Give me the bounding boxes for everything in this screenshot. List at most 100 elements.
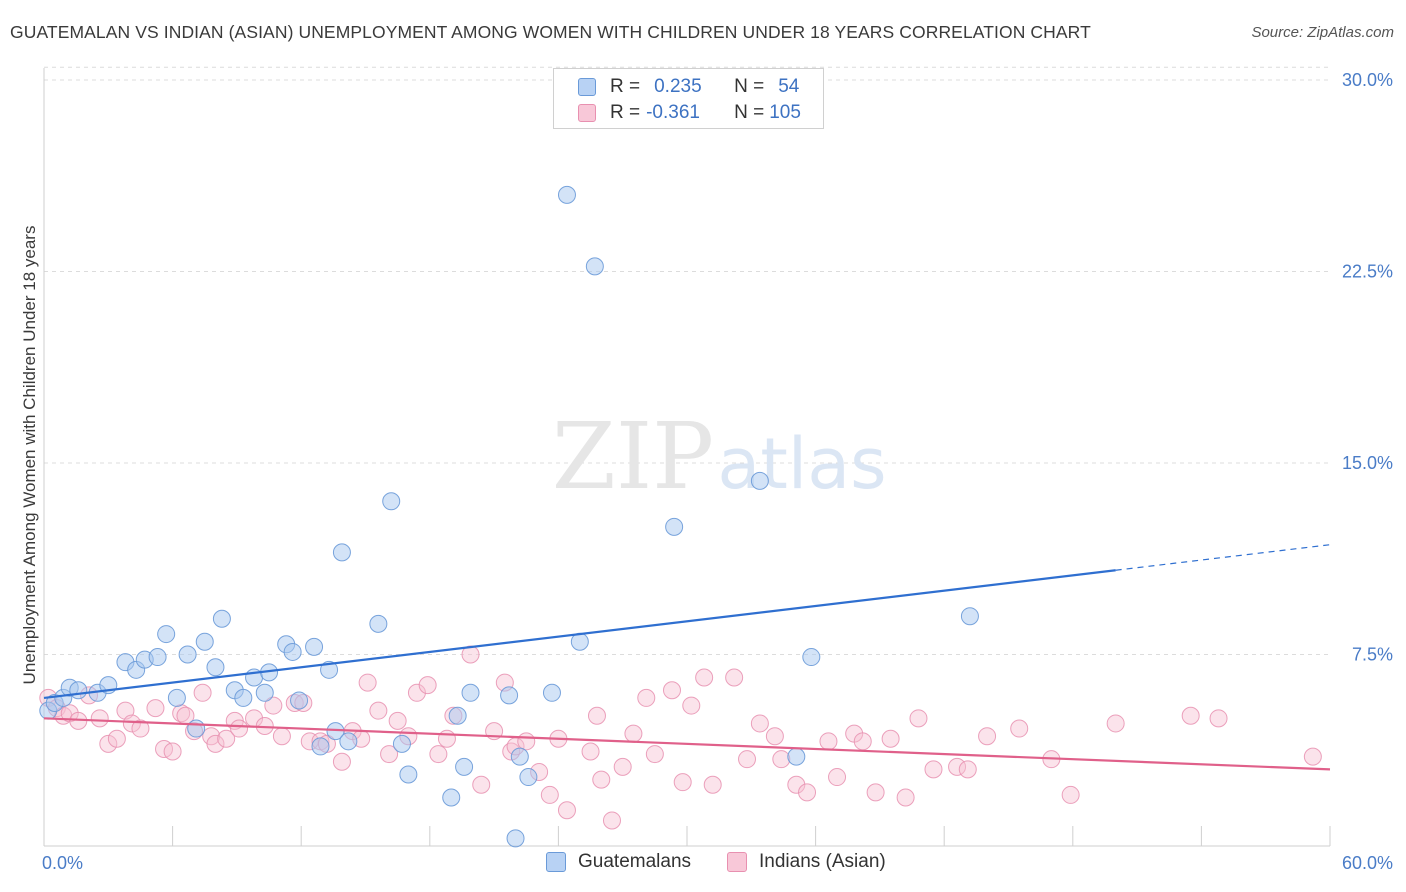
point-indians	[592, 770, 611, 789]
point-guatemalans	[510, 747, 529, 766]
y-tick-label: 15.0%	[1342, 453, 1393, 473]
point-indians	[765, 727, 784, 746]
point-indians	[772, 750, 791, 769]
chart-title: GUATEMALAN VS INDIAN (ASIAN) UNEMPLOYMEN…	[10, 22, 1091, 42]
point-guatemalans	[442, 788, 461, 807]
point-indians	[217, 729, 236, 748]
point-indians	[682, 696, 701, 715]
x-tick-label: 60.0%	[1342, 853, 1393, 873]
point-indians	[695, 668, 714, 687]
stats-row-indians: R = -0.361 N = 105	[578, 101, 801, 125]
point-guatemalans	[167, 688, 186, 707]
n-value: 105	[769, 102, 801, 123]
trend-line-indians	[43, 717, 1331, 771]
point-indians	[358, 673, 377, 692]
point-guatemalans	[195, 632, 214, 651]
point-indians	[146, 699, 165, 718]
swatch-indians	[578, 104, 596, 122]
point-indians	[645, 745, 664, 764]
point-guatemalans	[206, 658, 225, 677]
point-indians	[540, 785, 559, 804]
point-indians	[1061, 785, 1080, 804]
point-guatemalans	[585, 257, 604, 276]
point-indians	[738, 750, 757, 769]
point-indians	[703, 775, 722, 794]
point-guatemalans	[519, 768, 538, 787]
point-indians	[388, 711, 407, 730]
point-guatemalans	[500, 686, 519, 705]
swatch-guatemalans	[578, 78, 596, 96]
point-guatemalans	[448, 706, 467, 725]
x-tick-label: 0.0%	[42, 853, 83, 873]
point-indians	[272, 727, 291, 746]
point-indians	[725, 668, 744, 687]
point-guatemalans	[332, 543, 351, 562]
point-guatemalans	[461, 683, 480, 702]
point-indians	[206, 734, 225, 753]
n-label: N =	[734, 76, 765, 97]
point-indians	[1106, 714, 1125, 733]
legend-item-indians[interactable]: Indians (Asian)	[727, 851, 886, 873]
n-value: 54	[778, 76, 800, 97]
point-indians	[122, 714, 141, 733]
point-indians	[828, 768, 847, 787]
point-indians	[264, 696, 283, 715]
point-indians	[230, 719, 249, 738]
point-guatemalans	[506, 829, 525, 848]
point-indians	[1303, 747, 1322, 766]
watermark-atlas: atlas	[717, 423, 886, 505]
point-guatemalans	[290, 691, 309, 710]
point-guatemalans	[392, 734, 411, 753]
point-indians	[948, 757, 967, 776]
point-indians	[1010, 719, 1029, 738]
n-label: N =	[734, 102, 765, 123]
watermark: ZIP atlas	[552, 403, 887, 510]
y-tick-label: 30.0%	[1342, 70, 1393, 90]
point-guatemalans	[399, 765, 418, 784]
point-indians	[866, 783, 885, 802]
point-indians	[90, 709, 109, 728]
point-indians	[99, 734, 118, 753]
point-guatemalans	[305, 637, 324, 656]
point-indians	[369, 701, 388, 720]
trend-line-guatemalans	[43, 569, 1116, 699]
point-indians	[587, 706, 606, 725]
legend-label-guatemalans: Guatemalans	[578, 851, 692, 872]
point-indians	[193, 683, 212, 702]
point-indians	[787, 775, 806, 794]
point-indians	[581, 742, 600, 761]
point-guatemalans	[557, 185, 576, 204]
point-indians	[472, 775, 491, 794]
tick-labels: 7.5% 15.0% 22.5% 30.0% 0.0% 60.0%	[42, 70, 1393, 873]
point-indians	[819, 732, 838, 751]
r-value: -0.361	[646, 102, 700, 123]
point-indians	[896, 788, 915, 807]
stats-legend: R = 0.235 N = 54 R = -0.361 N = 105	[553, 68, 824, 129]
point-indians	[131, 719, 150, 738]
point-guatemalans	[369, 614, 388, 633]
point-indians	[429, 745, 448, 764]
legend-swatch-indians	[727, 852, 747, 872]
point-indians	[798, 783, 817, 802]
legend-swatch-guatemalans	[546, 852, 566, 872]
point-indians	[517, 732, 536, 751]
y-tick-label: 7.5%	[1352, 645, 1393, 665]
point-guatemalans	[187, 719, 206, 738]
r-value: 0.235	[654, 76, 702, 97]
point-indians	[637, 688, 656, 707]
point-indians	[881, 729, 900, 748]
point-guatemalans	[665, 517, 684, 536]
grid-lines	[44, 66, 1330, 655]
point-indians	[978, 727, 997, 746]
point-guatemalans	[178, 645, 197, 664]
legend-item-guatemalans[interactable]: Guatemalans	[546, 851, 691, 873]
r-label: R =	[610, 102, 641, 123]
point-guatemalans	[69, 681, 88, 700]
point-indians	[924, 760, 943, 779]
series-guatemalans-points	[39, 185, 979, 848]
point-guatemalans	[255, 683, 274, 702]
point-guatemalans	[212, 609, 231, 628]
watermark-zip: ZIP	[552, 403, 714, 510]
point-guatemalans	[802, 648, 821, 667]
point-guatemalans	[960, 607, 979, 626]
